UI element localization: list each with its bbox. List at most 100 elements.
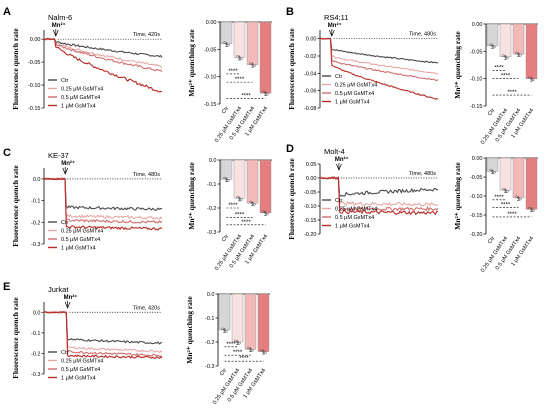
replicate-dot: [236, 55, 239, 58]
y-tick-label: -0.3: [31, 372, 40, 378]
trace-line: [319, 37, 439, 64]
bar-y-tick-label: -0.2: [207, 206, 216, 212]
sig-stars: ****: [501, 202, 511, 208]
replicate-dot: [262, 350, 265, 353]
legend-label: 0.25 μM GsMTx4: [335, 83, 377, 89]
trace-line: [43, 311, 163, 360]
legend-label: Ctr: [61, 220, 69, 226]
time-label: Time, 420s: [133, 32, 160, 38]
bar-category-label: Ctr: [219, 368, 228, 378]
bar-y-tick-label: -0.1: [205, 316, 214, 322]
y-tick-label: -0.20: [304, 232, 317, 238]
bar-y-tick-label: -0.20: [470, 232, 483, 238]
y-tick-label: 0.00: [306, 176, 317, 182]
replicate-dot: [236, 195, 239, 199]
sig-stars: ****: [239, 356, 249, 362]
y-tick-label: -0.2: [31, 351, 40, 357]
replicate-dot: [227, 179, 230, 182]
trace-y-label: Fluorescence quench rate: [287, 28, 296, 110]
cell-line-title: Nalm-6: [48, 13, 72, 22]
replicate-dot: [506, 56, 509, 60]
y-tick-label: 0.0: [33, 310, 41, 316]
bar-y-tick-label: 0.0: [207, 292, 215, 298]
replicate-dot: [227, 43, 230, 47]
trace-y-label: Fluorescence quench rate: [11, 297, 20, 379]
replicate-dot: [251, 63, 254, 66]
bar: [246, 21, 259, 65]
replicate-dot: [532, 209, 535, 212]
legend-label: Ctr: [61, 350, 69, 356]
replicate-dot: [223, 41, 226, 44]
trace-line: [43, 177, 163, 212]
bar-y-label: Mn²⁺ quenching rate: [185, 296, 194, 364]
legend-label: 0.25 μM GsMTx4: [61, 87, 103, 93]
replicate-dot: [528, 76, 531, 79]
bar-y-tick-label: -0.05: [470, 49, 483, 55]
panel-letter: E: [3, 281, 10, 293]
y-tick-label: -0.05: [28, 60, 41, 66]
mn-label: Mn²⁺: [64, 294, 78, 301]
bar: [220, 159, 233, 180]
legend-label: 1 μM GsMTx4: [335, 224, 370, 230]
legend-label: 1 μM GsMTx4: [61, 376, 96, 382]
y-tick-label: -0.15: [28, 106, 41, 112]
sig-stars: ****: [507, 212, 517, 218]
replicate-dot: [264, 351, 267, 355]
legend-label: 0.25 μM GsMTx4: [335, 207, 377, 213]
bar: [220, 21, 233, 45]
bar-y-tick-label: -0.15: [470, 213, 483, 219]
bar-y-tick-label: -0.10: [470, 77, 483, 83]
bar-category-label: Ctr: [487, 236, 496, 246]
replicate-dot: [225, 42, 228, 46]
legend-label: 0.5 μM GsMTx4: [335, 91, 374, 97]
panel-e: E Jurkat Fluorescence quench rate 0.0 -0.1 -0…: [3, 281, 270, 406]
panel-letter: B: [286, 6, 294, 18]
replicate-dot: [515, 51, 518, 55]
bar: [486, 23, 499, 47]
bar: [231, 293, 244, 343]
y-tick-label: 0.00: [306, 37, 317, 43]
sig-stars: ****: [494, 65, 504, 71]
y-tick-label: -0.15: [304, 218, 317, 224]
time-label: Time, 480s: [409, 32, 436, 38]
mn-label: Mn²⁺: [52, 22, 66, 29]
bar-y-tick-label: 0.0: [209, 158, 217, 164]
time-label: Time, 420s: [133, 305, 160, 311]
bar-category-label: Ctr: [487, 108, 496, 118]
legend-label: 1 μM GsMTx4: [335, 100, 370, 106]
trace-y-label: Fluorescence quench rate: [11, 165, 20, 247]
replicate-dot: [238, 341, 241, 345]
legend-label: Ctr: [335, 74, 343, 80]
bar-y-tick-label: -0.3: [207, 230, 216, 236]
replicate-dot: [493, 45, 496, 49]
y-tick-label: -0.04: [304, 71, 317, 77]
y-tick-label: -0.2: [31, 220, 40, 226]
sig-stars: ****: [228, 203, 238, 209]
replicate-dot: [221, 327, 224, 331]
legend-label: 1 μM GsMTx4: [61, 104, 96, 110]
replicate-dot: [528, 206, 531, 210]
sig-stars: ****: [241, 94, 251, 100]
mn-label: Mn²⁺: [61, 160, 75, 167]
panel-c: C KE-37 Fluorescence quench rate 0.0 -0.1 -0.…: [3, 147, 272, 272]
legend-label: 0.5 μM GsMTx4: [61, 95, 100, 101]
bar: [512, 157, 525, 199]
legend-label: 0.25 μM GsMTx4: [61, 359, 103, 365]
replicate-dot: [519, 54, 522, 57]
trace-line: [43, 37, 163, 69]
bar-y-tick-label: -0.1: [207, 182, 216, 188]
bar: [233, 21, 246, 58]
legend-label: 1 μM GsMTx4: [61, 246, 96, 252]
y-tick-label: -0.02: [304, 54, 317, 60]
replicate-dot: [264, 91, 267, 95]
bar-y-tick-label: -0.05: [470, 175, 483, 181]
trace-y-label: Fluorescence quench rate: [287, 158, 296, 240]
legend-label: 0.5 μM GsMTx4: [335, 215, 374, 221]
replicate-dot: [266, 212, 269, 216]
replicate-dot: [238, 197, 241, 200]
replicate-dot: [519, 197, 522, 201]
trace-line: [43, 177, 163, 220]
legend-label: Ctr: [335, 198, 343, 204]
panel-letter: C: [3, 147, 11, 159]
